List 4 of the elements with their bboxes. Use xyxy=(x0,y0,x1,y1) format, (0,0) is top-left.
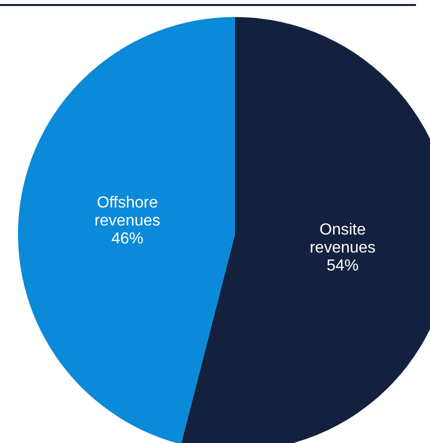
data-label: 46% xyxy=(111,230,144,247)
slice-label: Onsite revenues xyxy=(310,221,376,256)
slice-label: Offshore revenues xyxy=(94,194,160,229)
data-label: 54% xyxy=(326,257,359,274)
